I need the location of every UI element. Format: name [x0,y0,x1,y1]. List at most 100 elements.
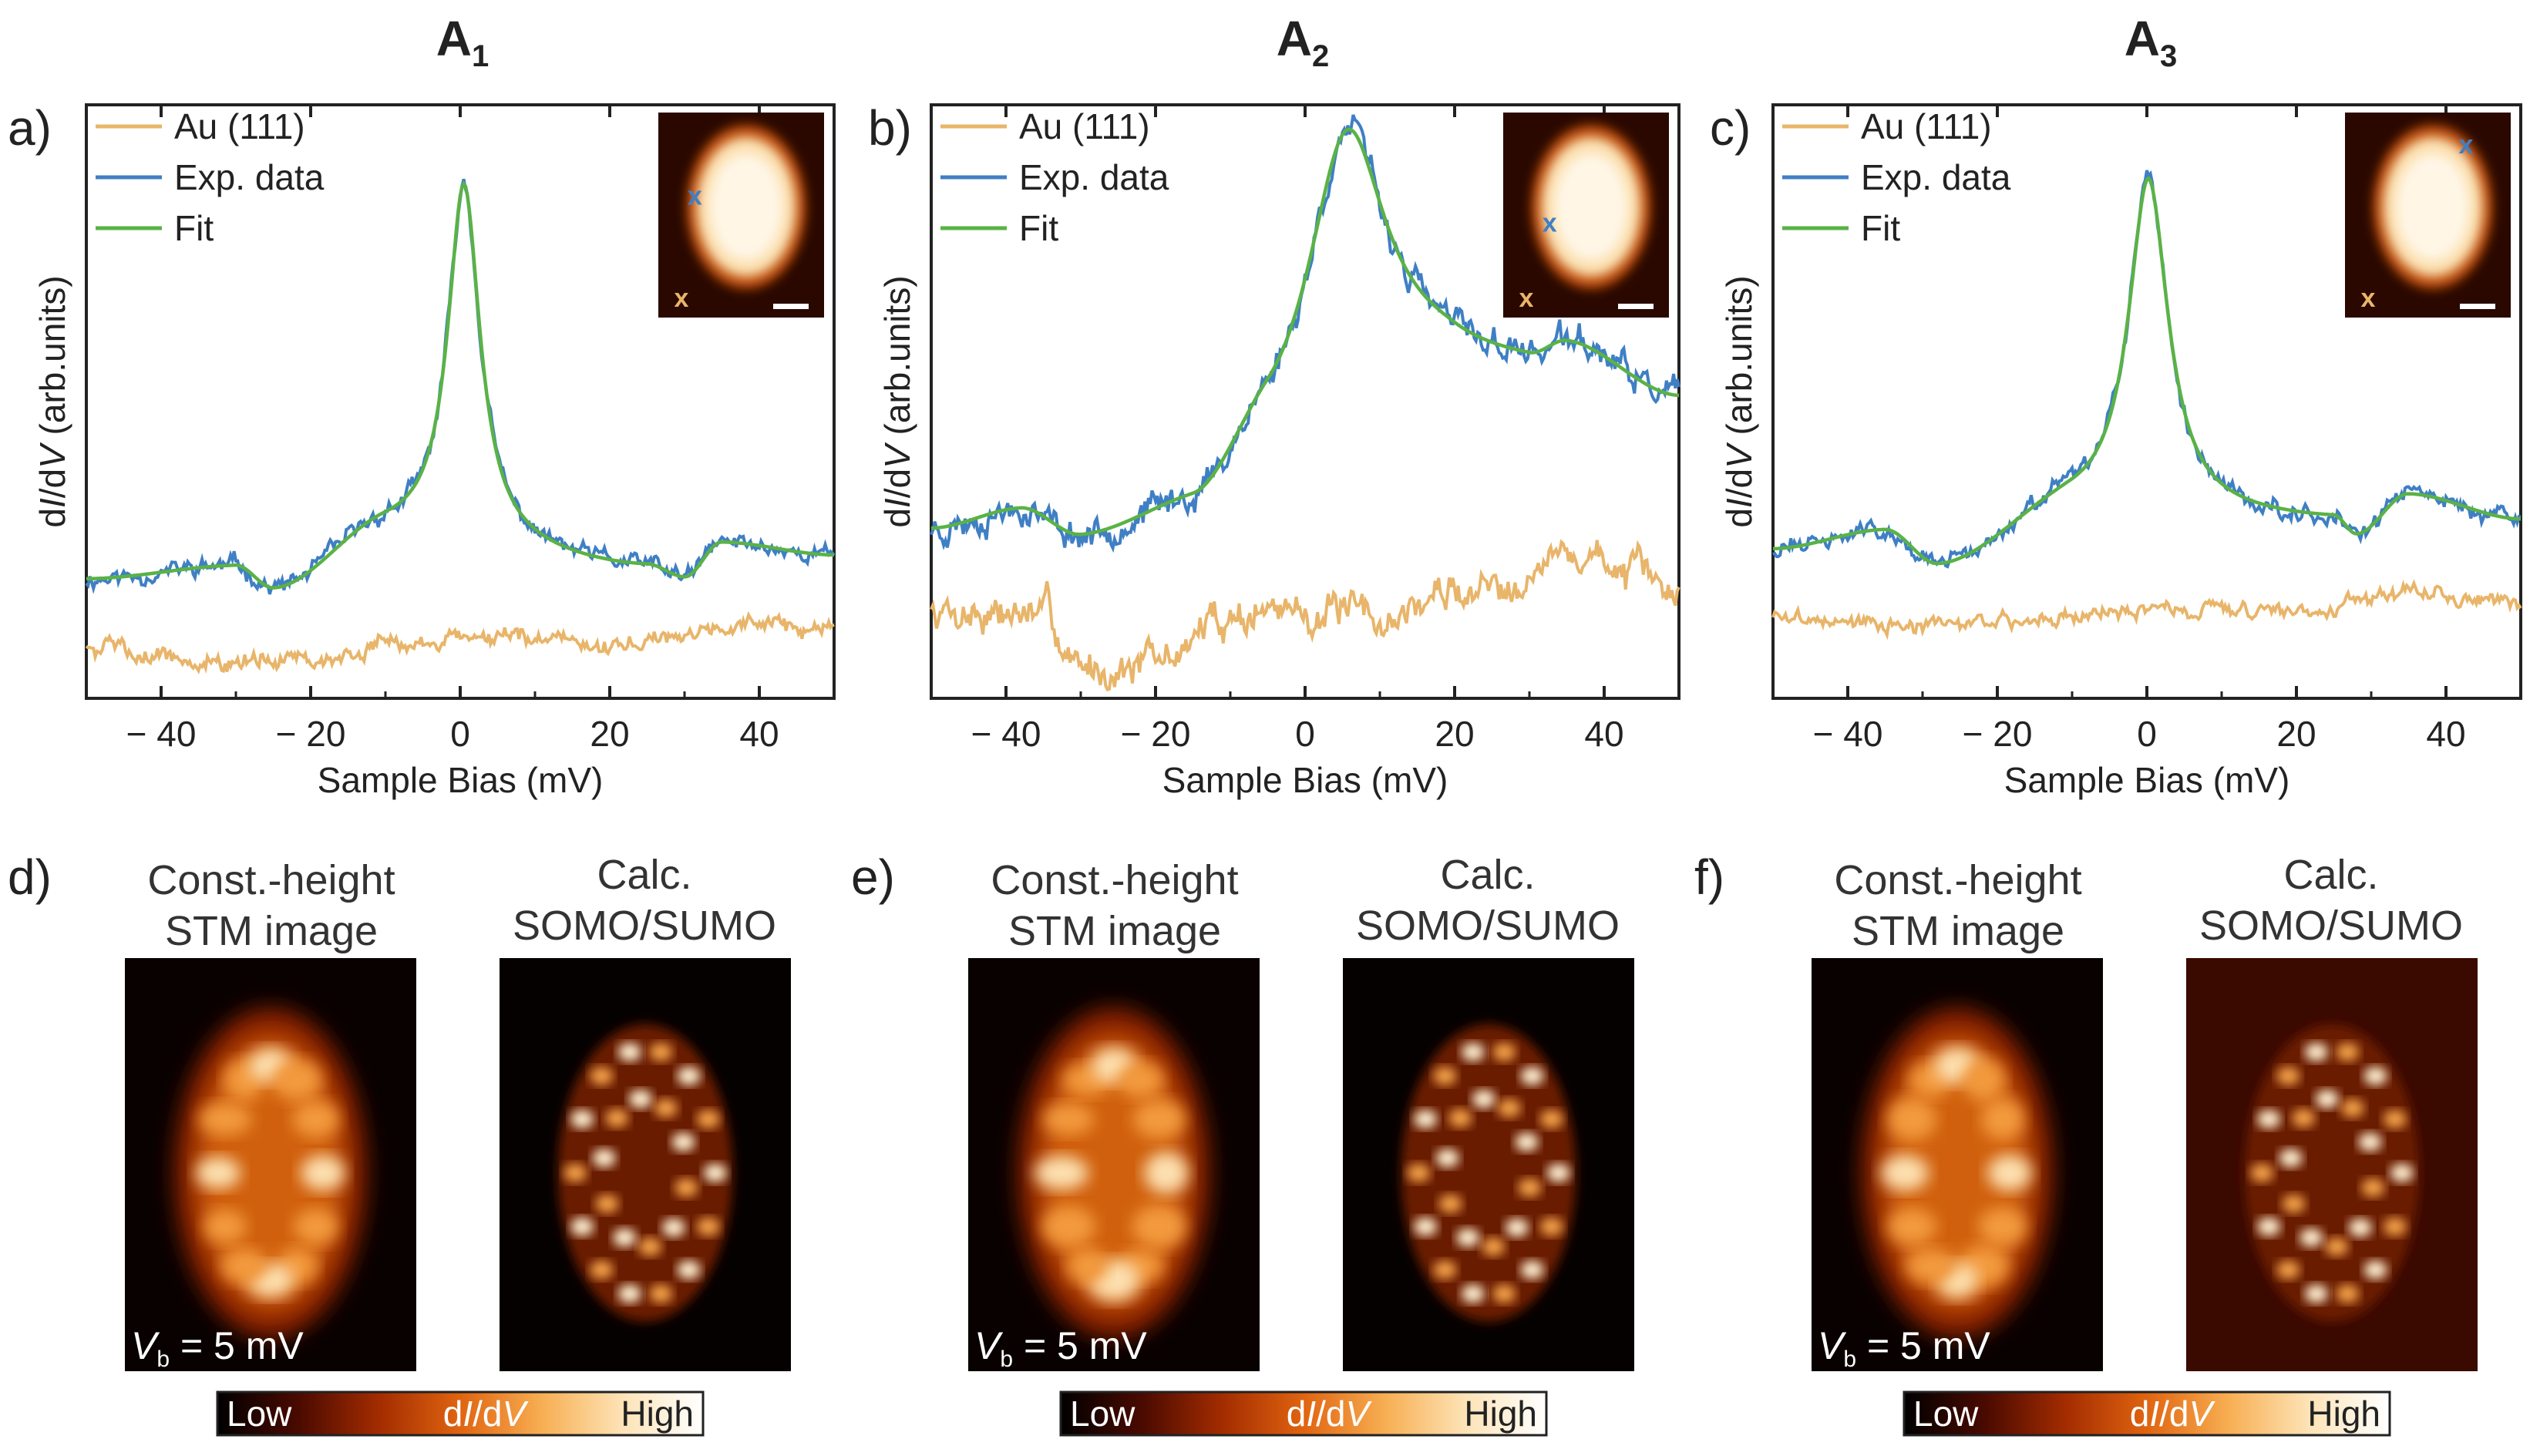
series-fit [930,127,1680,536]
stm-lobe [1980,1098,2025,1140]
series-au111 [1771,579,2522,641]
stm-lobe [195,1157,241,1189]
calc-orbital-label: Calc. [597,852,691,898]
stm-lobe [292,1101,340,1138]
inset-scale-bar [773,304,809,309]
orbital-lobe [1539,1109,1563,1128]
x-tick-label: − 40 [126,714,197,754]
stm-lobe [1041,1205,1095,1248]
stm-lobe [1880,1155,1929,1192]
colorbar-high-label: High [1464,1394,1537,1434]
orbital-lobe [2292,1108,2316,1128]
bias-label: Vb = 5 mV [974,1324,1147,1372]
orbital-lobe [696,1217,720,1236]
calc-orbital-map [500,958,791,1371]
panel-a1: A1 a) − 40 − 20 0 20 40 Sample Bias (mV) dI/dV (… [8,11,836,1437]
legend-entry: Exp. data [174,157,325,197]
map-panel-label: d) [8,849,52,905]
x-tick-label: − 20 [1121,714,1191,754]
orbital-lobe [1546,1163,1570,1182]
orbital-lobe [1414,1109,1438,1128]
orbital-lobe [1438,1194,1462,1213]
series-au111 [930,539,1680,691]
legend: Au (111) Exp. data Fit [940,106,1169,248]
x-tick-label: 20 [1435,714,1474,754]
orbital-lobe [2315,1089,2339,1108]
inset-au-marker: x [675,284,689,313]
orbital-lobe [2358,1132,2382,1152]
x-axis-label: Sample Bias (mV) [2004,760,2290,800]
orbital-lobe [570,1109,594,1128]
calc-orbital-map [1343,958,1634,1371]
panel-label: c) [1710,100,1751,156]
inset-topography: xx [2345,113,2511,318]
orbital-lobe [677,1067,701,1086]
inset-topography: xx [1503,113,1669,318]
orbital-lobe [2390,1163,2414,1182]
map-panel-label: f) [1694,849,1724,905]
orbital-lobe [1461,1284,1485,1303]
legend-entry: Fit [1019,208,1058,248]
orbital-lobe [2279,1148,2303,1168]
stm-map: Vb = 5 mV [968,958,1260,1372]
orbital-lobe [1497,1098,1521,1118]
panel-a2: A2 b) − 40 − 20 0 20 40 Sample Bias (mV) dI/dV (… [851,11,1680,1437]
inset-au-marker: x [2361,284,2376,313]
colorbar-title: dI/dV [443,1394,530,1434]
stm-lobe [301,1155,345,1191]
orbital-lobe [2363,1067,2387,1086]
orbital-lobe [2257,1217,2281,1236]
stm-lobe [1144,1152,1189,1194]
orbital-lobe [1435,1148,1459,1168]
x-tick-label: 40 [1584,714,1623,754]
inset-molecule-core [1554,153,1628,261]
x-tick-label: 0 [1295,714,1315,754]
x-tick-label: 40 [739,714,779,754]
orbital-lobe [1518,1178,1542,1197]
inset-exp-marker: x [1543,208,1557,237]
x-axis-label: Sample Bias (mV) [1162,760,1448,800]
colorbar-low-label: Low [1913,1394,1979,1434]
orbital-lobe [1433,1067,1457,1086]
inset-molecule-core [2396,153,2470,261]
orbital-lobe [605,1108,629,1128]
stm-lobe [1132,1099,1186,1139]
stm-lobe [1887,1208,1937,1246]
stm-image-label: Const.-height [991,857,1238,903]
x-tick-label: − 20 [1963,714,2033,754]
stm-map: Vb = 5 mV [125,958,416,1372]
bias-label: Vb = 5 mV [131,1324,304,1372]
series-au111 [85,610,835,674]
stm-lobe [1962,1058,2005,1101]
panel-title: A2 [1277,11,1329,73]
orbital-lobe [1492,1042,1516,1061]
legend: Au (111) Exp. data Fit [1782,106,2011,248]
stm-lobe [294,1209,338,1245]
calc-orbital-label: Calc. [2283,852,2378,898]
stm-lobe [1117,1061,1163,1098]
stm-lobe [221,1248,267,1284]
stm-lobe [1987,1155,2032,1192]
stm-image-label-2: STM image [1852,908,2064,954]
calc-orbital-map [2186,958,2478,1371]
colorbar-title: dI/dV [1287,1394,1373,1434]
stm-image-label-2: STM image [165,908,378,954]
series-exp-data [1772,170,2522,569]
orbital-lobe [677,1260,701,1279]
orbital-lobe [2363,1260,2387,1279]
orbital-lobe [1505,1218,1529,1237]
orbital-lobe [570,1217,594,1236]
orbital-lobe [628,1089,652,1108]
orbital-lobe [703,1163,727,1182]
inset-scale-bar [1618,304,1654,309]
calc-orbital-label-2: SOMO/SUMO [513,903,776,949]
stm-lobe [1906,1249,1956,1283]
y-axis-label: dI/dV (arb.units) [877,275,917,527]
colorbar-high-label: High [621,1394,694,1434]
y-axis-label: dI/dV (arb.units) [1719,275,1759,527]
panel-label: b) [868,100,912,156]
orbital-envelope [557,1024,733,1322]
orbital-lobe [1414,1217,1438,1236]
orbital-lobe [1472,1089,1495,1108]
